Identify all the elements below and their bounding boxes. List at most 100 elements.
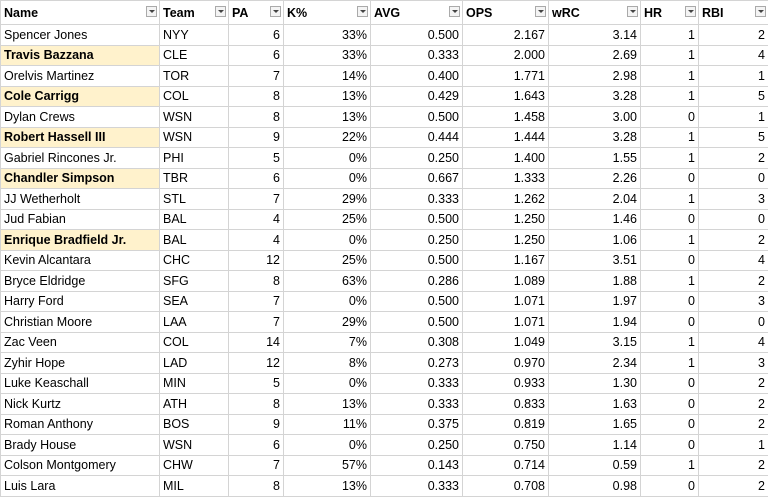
cell: WSN (159, 106, 229, 128)
player-name: Gabriel Rincones Jr. (0, 147, 160, 169)
cell: 2 (698, 454, 768, 476)
cell: 5 (228, 372, 284, 394)
cell: 0.333 (370, 44, 463, 66)
cell: 2.167 (462, 24, 549, 46)
data-row: Zyhir Hope LAD 12 8% 0.273 0.970 2.34 1 3 (0, 352, 768, 374)
cell: 2 (698, 413, 768, 435)
player-name: Dylan Crews (0, 106, 160, 128)
filter-dropdown[interactable] (270, 6, 281, 17)
cell: BAL (159, 208, 229, 230)
cell: 57% (283, 454, 371, 476)
cell: 0 (640, 290, 699, 312)
cell: 25% (283, 249, 371, 271)
data-row: Bryce Eldridge SFG 8 63% 0.286 1.089 1.88 1 2 (0, 270, 768, 292)
player-name: Christian Moore (0, 311, 160, 333)
cell: 2.26 (548, 167, 641, 189)
cell: 2 (698, 229, 768, 251)
cell: 1 (640, 188, 699, 210)
cell: 0.444 (370, 126, 463, 148)
cell: 3.28 (548, 126, 641, 148)
cell: 4 (228, 208, 284, 230)
header-label: Name (4, 5, 39, 20)
filter-dropdown[interactable] (215, 6, 226, 17)
data-row: Brady House WSN 6 0% 0.250 0.750 1.14 0 1 (0, 434, 768, 456)
filter-dropdown[interactable] (357, 6, 368, 17)
cell: 1 (698, 434, 768, 456)
cell: 1.458 (462, 106, 549, 128)
cell: 0.933 (462, 372, 549, 394)
cell: 4 (698, 249, 768, 271)
player-name: JJ Wetherholt (0, 188, 160, 210)
cell: 0.59 (548, 454, 641, 476)
player-name: Roman Anthony (0, 413, 160, 435)
player-name: Orelvis Martinez (0, 65, 160, 87)
cell: 0 (640, 413, 699, 435)
column-header: Name (0, 0, 160, 25)
filter-dropdown[interactable] (535, 6, 546, 17)
player-name: Travis Bazzana (0, 44, 160, 66)
data-row: Colson Montgomery CHW 7 57% 0.143 0.714 0.59 1 2 (0, 454, 768, 476)
filter-dropdown[interactable] (449, 6, 460, 17)
cell: 5 (228, 147, 284, 169)
cell: 9 (228, 413, 284, 435)
cell: 0.714 (462, 454, 549, 476)
cell: 22% (283, 126, 371, 148)
filter-dropdown[interactable] (755, 6, 766, 17)
cell: 1.250 (462, 229, 549, 251)
cell: WSN (159, 126, 229, 148)
cell: 3.14 (548, 24, 641, 46)
cell: 3.51 (548, 249, 641, 271)
cell: 3.00 (548, 106, 641, 128)
data-row: Travis Bazzana CLE 6 33% 0.333 2.000 2.69 1 4 (0, 44, 768, 66)
cell: 8 (228, 85, 284, 107)
cell: 1.771 (462, 65, 549, 87)
cell: 2 (698, 372, 768, 394)
cell: 1.333 (462, 167, 549, 189)
cell: 6 (228, 434, 284, 456)
cell: 0.333 (370, 372, 463, 394)
cell: 7 (228, 311, 284, 333)
cell: BAL (159, 229, 229, 251)
filter-dropdown[interactable] (685, 6, 696, 17)
filter-dropdown[interactable] (627, 6, 638, 17)
cell: MIN (159, 372, 229, 394)
cell: 6 (228, 44, 284, 66)
cell: 0.375 (370, 413, 463, 435)
cell: SFG (159, 270, 229, 292)
data-row: Enrique Bradfield Jr. BAL 4 0% 0.250 1.250 1.0… (0, 229, 768, 251)
cell: 2.34 (548, 352, 641, 374)
cell: 9 (228, 126, 284, 148)
cell: 6 (228, 167, 284, 189)
column-header: OPS (462, 0, 549, 25)
cell: 2.04 (548, 188, 641, 210)
cell: TOR (159, 65, 229, 87)
data-row: Chandler Simpson TBR 6 0% 0.667 1.333 2.26 0 0 (0, 167, 768, 189)
cell: 7 (228, 454, 284, 476)
cell: 0.708 (462, 475, 549, 497)
column-header: AVG (370, 0, 463, 25)
cell: 1.65 (548, 413, 641, 435)
cell: 0.500 (370, 311, 463, 333)
cell: COL (159, 331, 229, 353)
cell: 2.69 (548, 44, 641, 66)
cell: 7 (228, 65, 284, 87)
cell: 1.071 (462, 311, 549, 333)
cell: 2 (698, 475, 768, 497)
cell: 1.88 (548, 270, 641, 292)
cell: 0.500 (370, 249, 463, 271)
cell: 1.30 (548, 372, 641, 394)
cell: 1 (640, 352, 699, 374)
cell: 0 (640, 372, 699, 394)
player-name: Chandler Simpson (0, 167, 160, 189)
cell: 33% (283, 24, 371, 46)
filter-dropdown[interactable] (146, 6, 157, 17)
cell: 1 (640, 147, 699, 169)
cell: 1.444 (462, 126, 549, 148)
cell: NYY (159, 24, 229, 46)
cell: 33% (283, 44, 371, 66)
cell: 8 (228, 270, 284, 292)
cell: 2.000 (462, 44, 549, 66)
player-name: Robert Hassell III (0, 126, 160, 148)
header-label: RBI (702, 5, 724, 20)
